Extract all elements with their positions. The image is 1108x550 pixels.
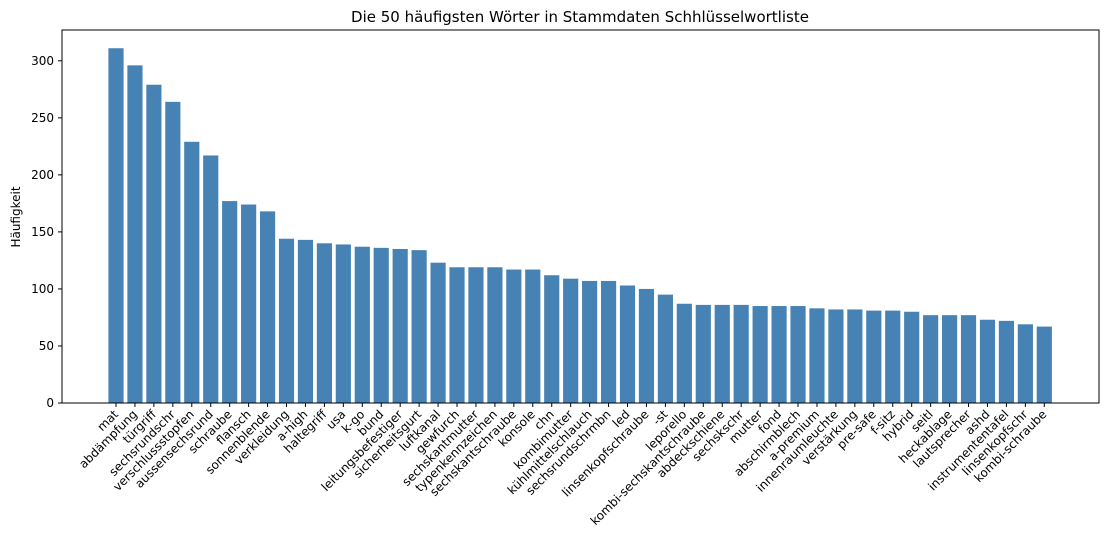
bar-37	[809, 308, 825, 403]
bar-23	[544, 275, 560, 403]
bar-21	[506, 269, 522, 403]
bar-25	[582, 280, 598, 403]
y-tick-label: 0	[46, 396, 54, 410]
bar-14	[373, 247, 389, 403]
bar-27	[619, 285, 636, 403]
bar-1	[127, 65, 143, 404]
y-axis: 0 50 100 150 200 250 300	[31, 54, 62, 410]
bar-32	[714, 304, 730, 403]
bar-19	[468, 267, 484, 403]
y-tick-label: 100	[31, 282, 54, 296]
bar-48	[1017, 324, 1033, 403]
bar-18	[449, 267, 465, 403]
bar-49	[1036, 326, 1052, 403]
plot-frame	[61, 29, 1100, 404]
bar-45	[960, 315, 977, 403]
bar-28	[638, 288, 655, 403]
y-tick-label: 200	[31, 168, 54, 182]
bar-9	[278, 238, 295, 403]
bar-8	[259, 211, 276, 403]
bar-40	[866, 310, 882, 403]
bar-22	[525, 269, 541, 403]
bar-34	[752, 306, 768, 403]
bar-41	[885, 310, 901, 403]
bar-43	[923, 315, 939, 403]
y-axis-label: Häufigkeit	[9, 186, 23, 247]
bar-31	[695, 304, 711, 403]
bar-16	[411, 250, 427, 403]
chart-title: Die 50 häufigsten Wörter in Stammdaten S…	[351, 8, 809, 26]
bar-36	[790, 306, 806, 403]
bar-47	[998, 320, 1014, 403]
bar-2	[146, 84, 162, 403]
y-tick-label: 150	[31, 225, 54, 239]
x-axis: matabdämpfungtürgriffsechsrundschrversch…	[76, 403, 1049, 528]
bar-15	[392, 249, 408, 403]
bar-4	[184, 141, 200, 404]
bar-13	[354, 246, 370, 403]
bar-29	[657, 294, 673, 403]
bar-35	[771, 306, 787, 403]
y-tick-label: 50	[39, 339, 54, 353]
bar-12	[335, 244, 351, 403]
bar-20	[487, 267, 503, 403]
bar-26	[600, 280, 617, 403]
bars-group	[108, 48, 1052, 404]
bar-42	[904, 311, 920, 403]
bar-11	[316, 243, 332, 403]
bar-24	[563, 278, 579, 403]
y-tick-label: 300	[31, 54, 54, 68]
bar-33	[733, 304, 749, 403]
bar-46	[979, 319, 996, 403]
bar-17	[430, 262, 446, 403]
bar-3	[165, 101, 181, 404]
y-tick-label: 250	[31, 111, 54, 125]
bar-6	[222, 201, 238, 403]
bar-39	[847, 309, 863, 403]
bar-7	[241, 204, 257, 403]
bar-5	[203, 155, 219, 403]
bar-30	[676, 303, 692, 403]
bar-0	[108, 48, 124, 403]
x-tick-label: kombi-sechskantschraube	[588, 407, 709, 528]
bar-44	[942, 315, 958, 403]
bar-38	[828, 309, 844, 403]
bar-10	[297, 239, 314, 403]
